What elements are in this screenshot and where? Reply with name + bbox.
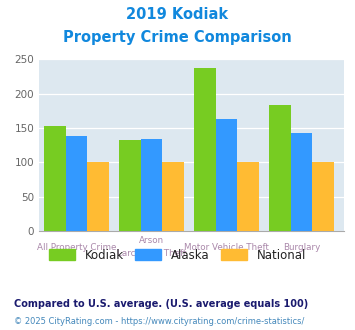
Legend: Kodiak, Alaska, National: Kodiak, Alaska, National <box>44 244 311 266</box>
Text: 2019 Kodiak: 2019 Kodiak <box>126 7 229 21</box>
Text: Arson: Arson <box>139 236 164 245</box>
Text: All Property Crime: All Property Crime <box>37 243 116 251</box>
Bar <box>66 136 87 231</box>
Bar <box>141 139 162 231</box>
Text: Burglary: Burglary <box>283 243 320 251</box>
Text: Compared to U.S. average. (U.S. average equals 100): Compared to U.S. average. (U.S. average … <box>14 299 308 309</box>
Text: Larceny & Theft: Larceny & Theft <box>117 249 186 258</box>
Bar <box>312 162 334 231</box>
Bar <box>269 105 291 231</box>
Text: Property Crime Comparison: Property Crime Comparison <box>63 30 292 45</box>
Text: © 2025 CityRating.com - https://www.cityrating.com/crime-statistics/: © 2025 CityRating.com - https://www.city… <box>14 317 305 326</box>
Bar <box>44 126 66 231</box>
Text: Motor Vehicle Theft: Motor Vehicle Theft <box>184 243 269 251</box>
Bar <box>237 162 259 231</box>
Bar <box>195 68 216 231</box>
Bar <box>291 133 312 231</box>
Bar <box>216 119 237 231</box>
Bar <box>87 162 109 231</box>
Bar <box>162 162 184 231</box>
Bar <box>119 140 141 231</box>
